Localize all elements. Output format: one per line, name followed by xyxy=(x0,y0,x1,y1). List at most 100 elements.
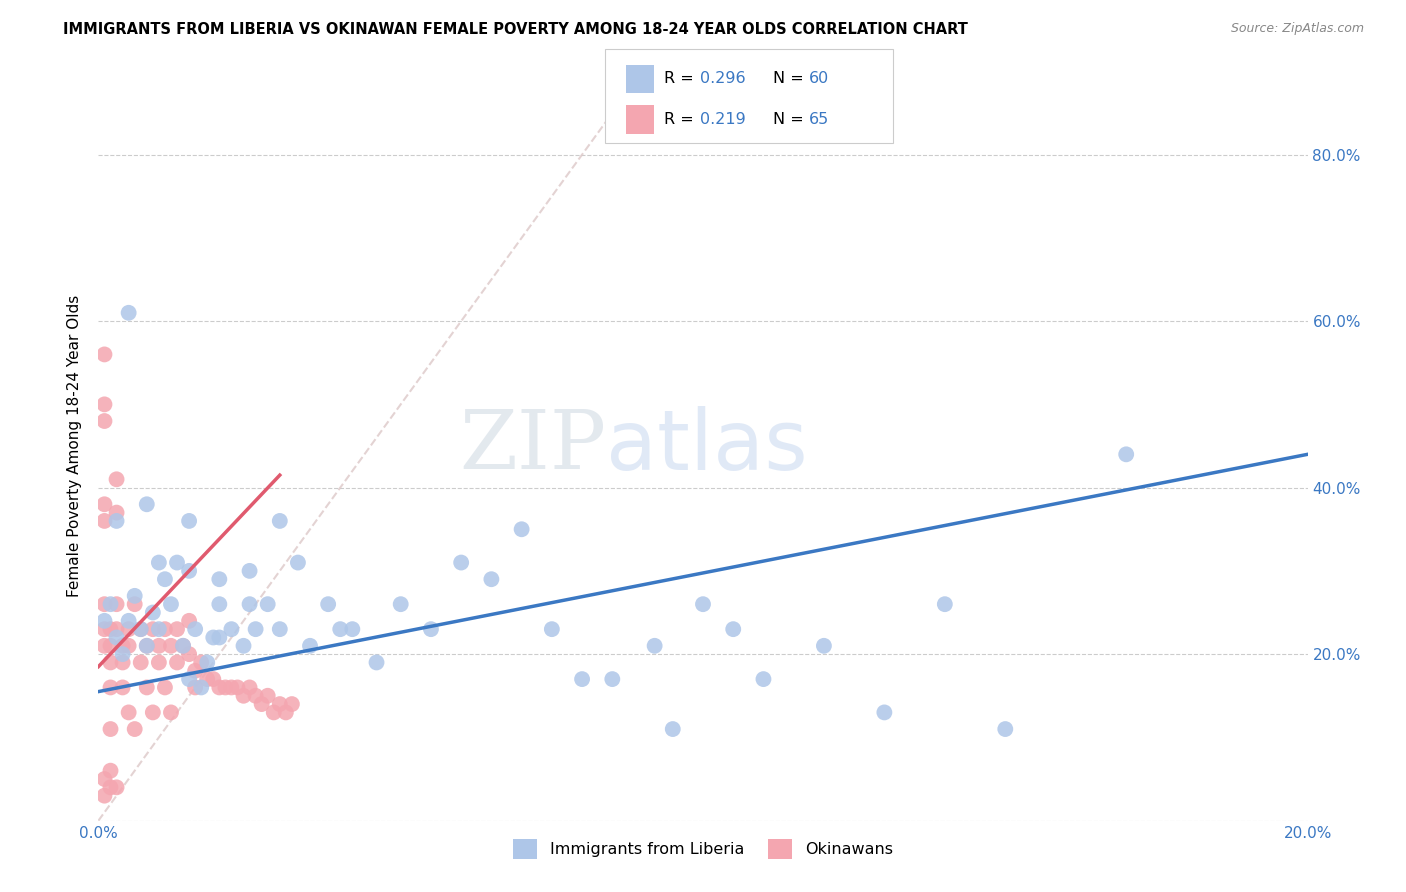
Point xyxy=(179,514,201,528)
Point xyxy=(100,681,122,695)
Point xyxy=(166,622,188,636)
Text: atlas: atlas xyxy=(606,406,808,486)
Text: R =: R = xyxy=(664,112,699,128)
Point xyxy=(723,622,745,636)
Point xyxy=(172,639,194,653)
Point xyxy=(105,780,128,795)
Point xyxy=(166,656,188,670)
Text: IMMIGRANTS FROM LIBERIA VS OKINAWAN FEMALE POVERTY AMONG 18-24 YEAR OLDS CORRELA: IMMIGRANTS FROM LIBERIA VS OKINAWAN FEMA… xyxy=(63,22,969,37)
Point xyxy=(160,706,183,720)
Point xyxy=(93,497,115,511)
Point xyxy=(118,614,141,628)
Point xyxy=(179,614,201,628)
Point xyxy=(299,639,322,653)
Point xyxy=(481,572,503,586)
Text: N =: N = xyxy=(773,112,810,128)
Point xyxy=(239,681,262,695)
Text: 0.296: 0.296 xyxy=(700,71,745,87)
Point xyxy=(661,722,683,736)
Point xyxy=(100,622,122,636)
Point xyxy=(148,622,170,636)
Point xyxy=(232,689,254,703)
Point xyxy=(111,639,134,653)
Point xyxy=(184,681,207,695)
Point xyxy=(93,597,115,611)
Point xyxy=(129,622,152,636)
Point xyxy=(105,472,128,486)
Point xyxy=(148,556,170,570)
Point xyxy=(118,639,141,653)
Point xyxy=(281,697,304,711)
Point xyxy=(124,597,146,611)
Point xyxy=(93,614,115,628)
Point xyxy=(153,681,176,695)
Text: Source: ZipAtlas.com: Source: ZipAtlas.com xyxy=(1230,22,1364,36)
Point xyxy=(93,347,115,361)
Point xyxy=(179,564,201,578)
Point xyxy=(172,639,194,653)
Point xyxy=(202,672,225,686)
Text: N =: N = xyxy=(773,71,810,87)
Point xyxy=(111,647,134,661)
Point xyxy=(160,597,183,611)
Point xyxy=(105,631,128,645)
Point xyxy=(118,306,141,320)
Point xyxy=(602,672,624,686)
Point xyxy=(934,597,956,611)
Point xyxy=(692,597,714,611)
Point xyxy=(994,722,1017,736)
Point xyxy=(245,689,267,703)
Point xyxy=(366,656,388,670)
Point xyxy=(111,656,134,670)
Legend: Immigrants from Liberia, Okinawans: Immigrants from Liberia, Okinawans xyxy=(506,833,900,865)
Point xyxy=(93,414,115,428)
Point xyxy=(269,514,291,528)
Point xyxy=(93,789,115,803)
Point xyxy=(93,514,115,528)
Point xyxy=(105,597,128,611)
Point xyxy=(208,631,231,645)
Point xyxy=(93,622,115,636)
Point xyxy=(208,681,231,695)
Point xyxy=(208,597,231,611)
Point xyxy=(179,672,201,686)
Point xyxy=(389,597,412,611)
Point xyxy=(214,681,236,695)
Point xyxy=(329,622,352,636)
Text: 65: 65 xyxy=(808,112,828,128)
Point xyxy=(221,622,243,636)
Point xyxy=(256,597,278,611)
Point xyxy=(129,656,152,670)
Point xyxy=(644,639,666,653)
Point xyxy=(142,706,165,720)
Point xyxy=(232,639,254,653)
Point xyxy=(184,664,207,678)
Point xyxy=(316,597,339,611)
Point xyxy=(148,656,170,670)
Point xyxy=(124,722,146,736)
Point xyxy=(135,681,157,695)
Point xyxy=(118,622,141,636)
Point xyxy=(135,639,157,653)
Point xyxy=(100,764,122,778)
Point xyxy=(93,639,115,653)
Point xyxy=(190,681,212,695)
Point xyxy=(160,639,183,653)
Point xyxy=(245,622,267,636)
Point xyxy=(153,572,176,586)
Text: 0.219: 0.219 xyxy=(700,112,747,128)
Point xyxy=(148,639,170,653)
Point xyxy=(100,656,122,670)
Point xyxy=(105,506,128,520)
Point xyxy=(239,564,262,578)
Point xyxy=(195,656,218,670)
Point xyxy=(100,639,122,653)
Point xyxy=(226,681,249,695)
Point xyxy=(813,639,835,653)
Text: R =: R = xyxy=(664,71,699,87)
Point xyxy=(202,631,225,645)
Point xyxy=(100,597,122,611)
Point xyxy=(221,681,243,695)
Point xyxy=(153,622,176,636)
Point xyxy=(540,622,562,636)
